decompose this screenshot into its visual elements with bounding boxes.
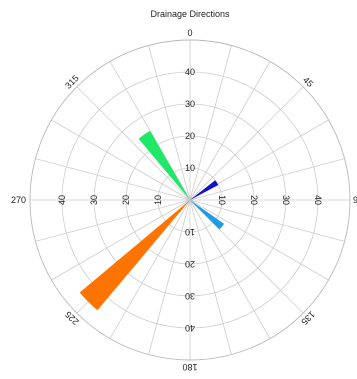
radial-tick-label: 30 (185, 291, 195, 301)
direction-bar (190, 180, 219, 200)
grid-spoke (189, 199, 271, 339)
grid-ring (93, 103, 287, 297)
grid-spoke (189, 199, 345, 242)
grid-spoke (109, 199, 191, 339)
radial-tick-label: 20 (185, 259, 195, 269)
radial-tick-label: 20 (249, 195, 259, 205)
grid-spoke (148, 45, 191, 201)
radial-tick-label: 10 (185, 227, 195, 237)
radial-tick-label: 20 (121, 195, 131, 205)
grid-spoke (35, 199, 191, 242)
grid-spoke (189, 199, 329, 281)
grid-spoke (148, 199, 191, 355)
grid-ring (61, 71, 319, 329)
direction-bar (79, 200, 190, 311)
radial-tick-label: 40 (185, 67, 195, 77)
grid-spoke (189, 45, 232, 201)
radial-tick-label: 10 (185, 163, 195, 173)
radial-tick-label: 30 (89, 195, 99, 205)
polar-grid (29, 39, 351, 361)
chart-title: Drainage Directions (150, 9, 230, 19)
grid-spoke (189, 61, 271, 201)
direction-bar (138, 130, 190, 200)
direction-bar (190, 200, 225, 230)
radial-tick-label: 10 (217, 195, 227, 205)
radial-tick-label: 20 (185, 131, 195, 141)
radial-tick-label: 40 (313, 195, 323, 205)
grid-spoke (51, 119, 191, 201)
grid-spoke (189, 86, 304, 201)
grid-ring (125, 135, 255, 265)
grid-spoke (35, 158, 191, 201)
grid-ring (157, 167, 223, 233)
angular-tick-label: 180 (182, 362, 197, 372)
grid-spoke (189, 158, 345, 201)
radial-tick-label: 30 (281, 195, 291, 205)
radial-tick-label: 40 (57, 195, 67, 205)
angular-tick-label: 270 (11, 195, 26, 205)
radial-tick-label: 40 (185, 323, 195, 333)
radial-tick-label: 10 (153, 195, 163, 205)
radial-tick-label: 30 (185, 99, 195, 109)
angular-tick-label: 90 (353, 195, 357, 205)
grid-spoke (76, 86, 191, 201)
direction-bars (79, 130, 225, 311)
angular-tick-label: 0 (187, 28, 192, 38)
grid-spoke (189, 199, 232, 355)
outer-ring (29, 39, 351, 361)
angular-tick-label: 45 (301, 75, 315, 89)
grid-spoke (51, 199, 191, 281)
